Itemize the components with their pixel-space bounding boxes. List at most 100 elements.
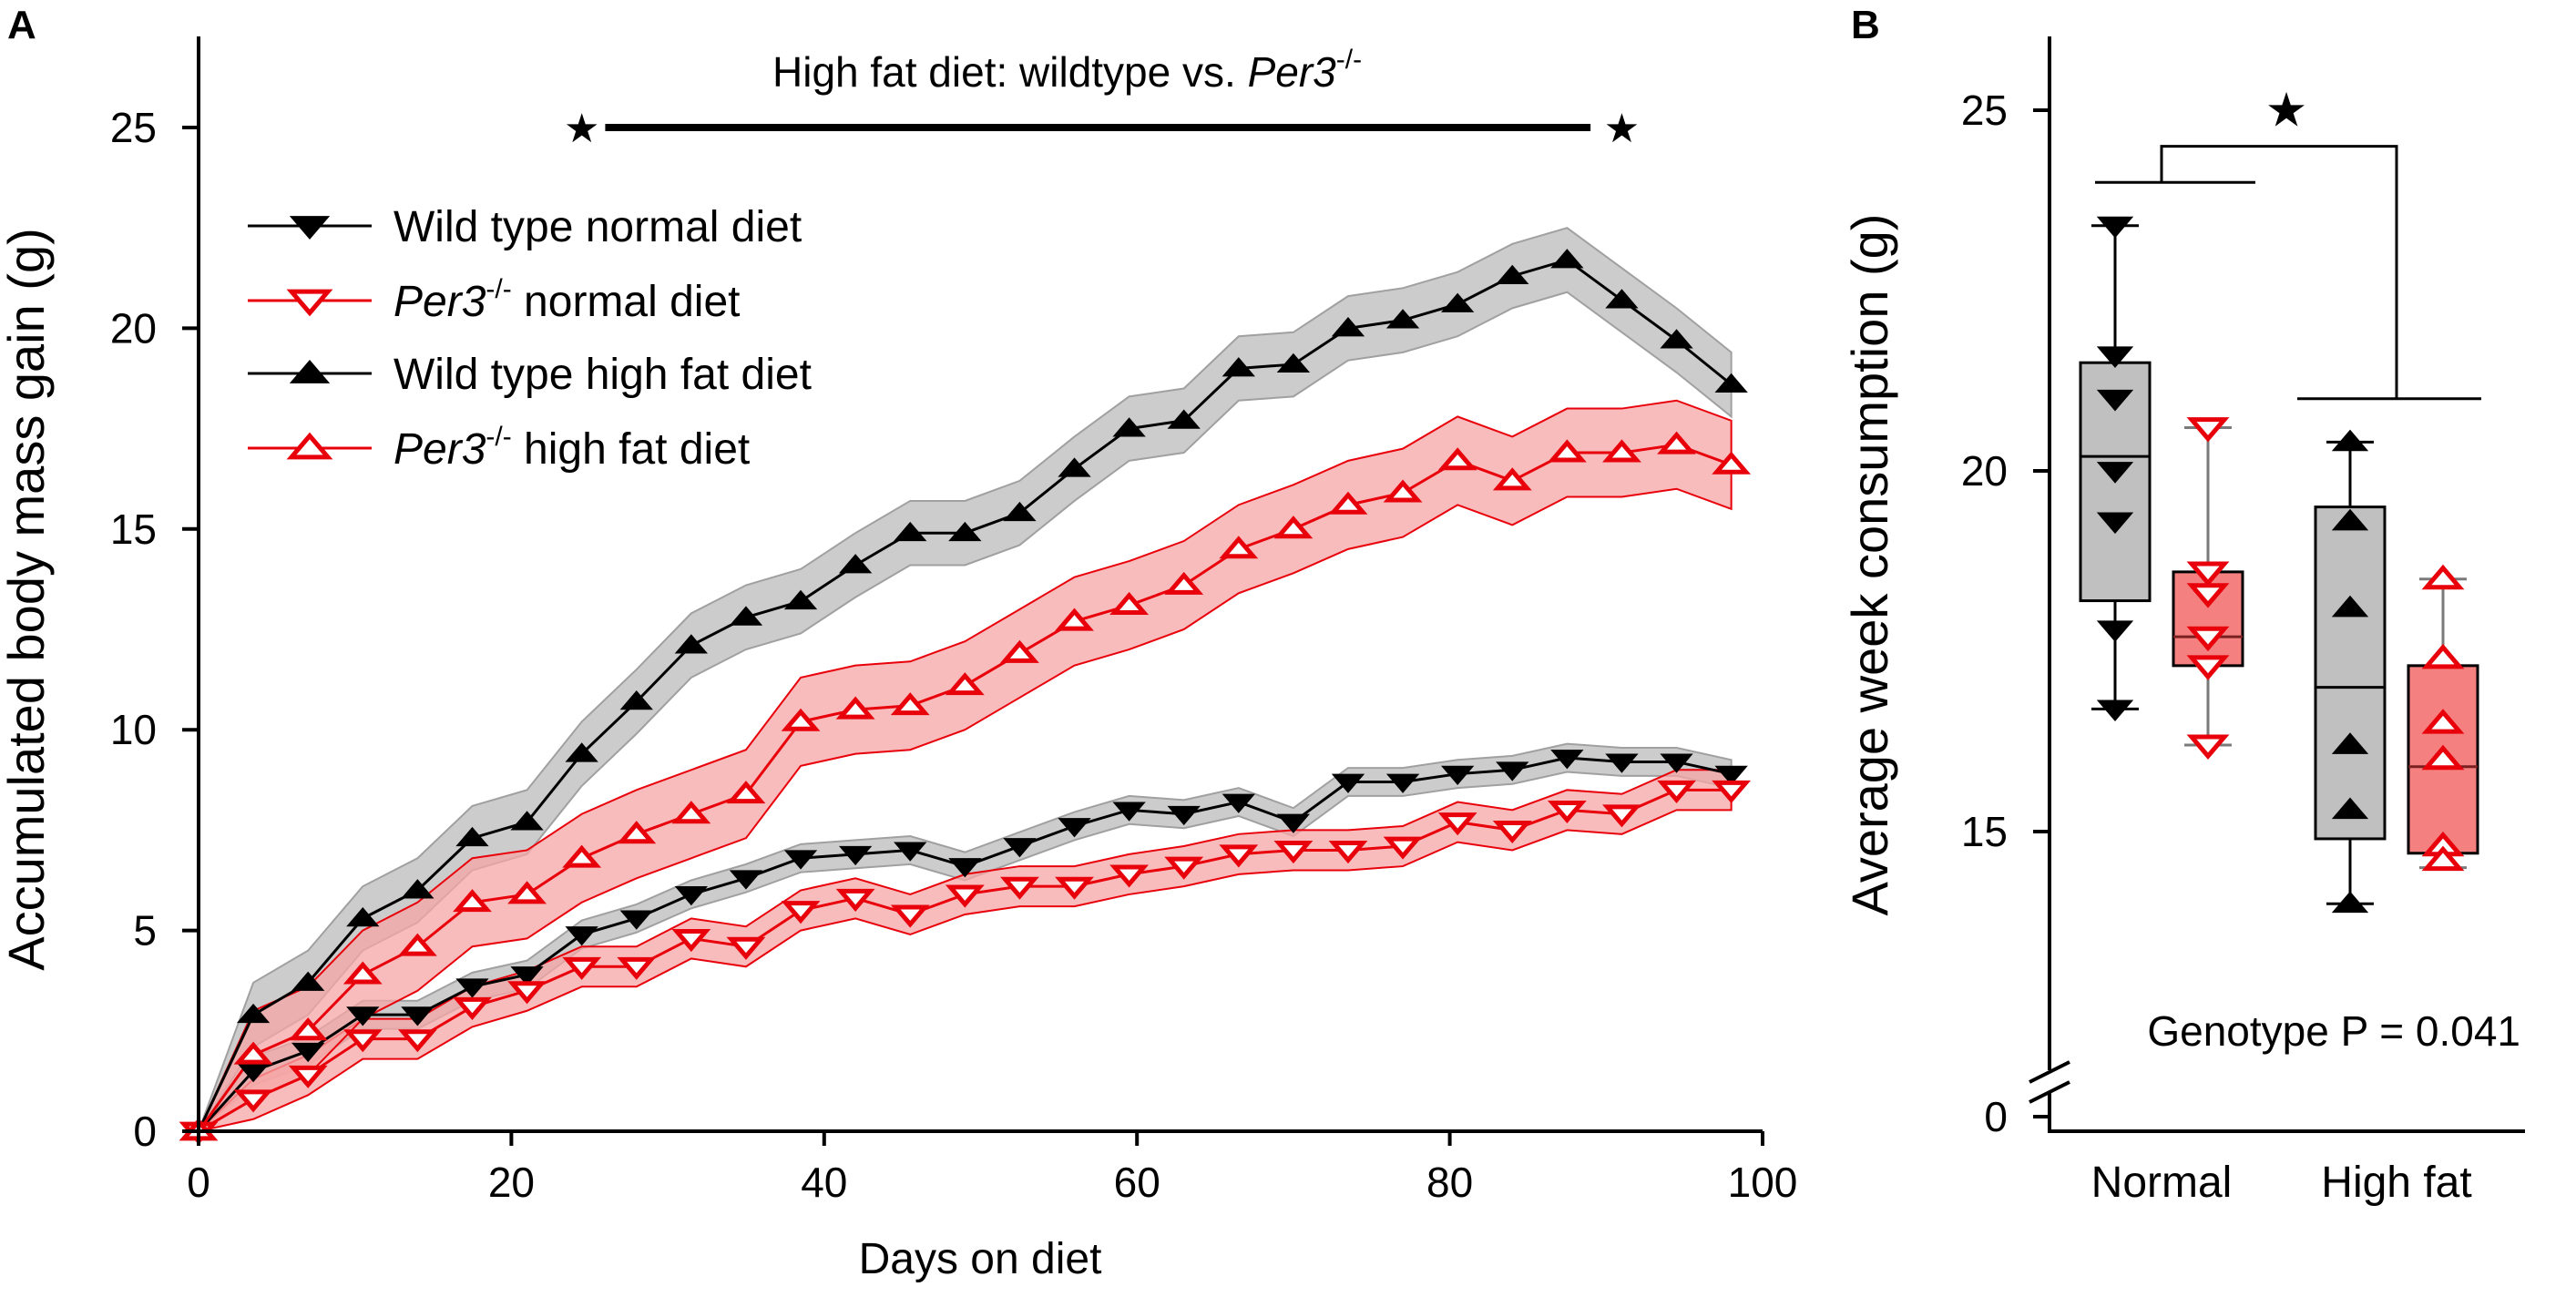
data-point-s4-7 — [562, 844, 602, 868]
data-point-s2-24 — [1492, 820, 1532, 844]
box-1 — [2079, 216, 2152, 722]
legend-marker-1 — [289, 216, 331, 240]
x-tick-label: 100 — [1728, 1159, 1798, 1206]
data-point-s3-26 — [1605, 289, 1639, 309]
data-point-s4-21 — [1328, 491, 1368, 515]
legend-marker-2 — [286, 289, 333, 317]
data-point-s2-1 — [233, 1089, 273, 1113]
box-point-3-0 — [2331, 429, 2369, 452]
data-point-s3-22 — [1385, 309, 1420, 329]
data-point-s1-28 — [1714, 765, 1748, 786]
data-point-s3-15 — [1003, 501, 1037, 522]
data-point-s1-12 — [838, 845, 873, 866]
data-point-s2-15 — [999, 876, 1039, 900]
panel-b-significance-star: ★ — [2265, 85, 2308, 138]
significance-text-genotype: Per3 — [1248, 48, 1337, 96]
data-point-s1-26 — [1605, 753, 1639, 773]
y-tick-label: 20 — [110, 304, 157, 352]
box-3 — [2314, 429, 2387, 914]
data-point-s2-14 — [945, 884, 985, 908]
axis-break-mark-upper — [2029, 1060, 2070, 1084]
box-point-3-1 — [2331, 508, 2369, 531]
x-tick-label: 80 — [1426, 1159, 1473, 1206]
data-point-s2-8 — [617, 956, 657, 980]
panel-b-label: B — [1851, 3, 1880, 47]
data-point-s2-5 — [453, 996, 492, 1020]
data-point-s3-8 — [619, 690, 653, 710]
data-point-s4-27 — [1657, 431, 1696, 454]
box-point-4-5 — [2421, 845, 2465, 872]
b-x-tick-label: High fat — [2321, 1159, 2471, 1207]
data-point-s1-5 — [455, 978, 489, 998]
box-2 — [2172, 417, 2244, 760]
data-point-s1-21 — [1331, 773, 1365, 793]
significance-text-main: High fat diet: wildtype vs. — [772, 48, 1248, 96]
data-point-s4-23 — [1437, 447, 1477, 471]
data-point-s1-6 — [510, 966, 544, 986]
data-point-s1-10 — [729, 870, 763, 890]
bracket-connector — [2160, 145, 2398, 399]
data-point-s2-25 — [1547, 800, 1587, 824]
box-point-2-3 — [2186, 626, 2230, 652]
data-point-s3-3 — [346, 907, 380, 927]
panel-a: A 0 20 40 60 80 100 0 5 10 15 20 25 Days on diet A… — [0, 3, 1797, 1283]
data-point-s3-20 — [1276, 352, 1311, 373]
b-y-tick-label: 15 — [1961, 808, 2008, 855]
data-point-s3-6 — [510, 811, 544, 831]
data-point-s3-12 — [838, 554, 873, 574]
data-point-s4-22 — [1383, 479, 1423, 503]
box-point-1-5 — [2096, 620, 2134, 642]
data-point-s3-7 — [565, 742, 598, 762]
b-y-tick-label: 25 — [1961, 87, 2008, 134]
data-point-s1-18 — [1167, 805, 1201, 826]
data-point-s2-10 — [726, 936, 766, 960]
box-point-1-2 — [2096, 389, 2134, 412]
box-point-4-0 — [2421, 564, 2465, 590]
data-point-s1-19 — [1222, 793, 1255, 813]
significance-star-left: ★ — [564, 107, 599, 151]
data-point-s3-19 — [1222, 357, 1255, 377]
b-x-tick-label: Normal — [2091, 1159, 2233, 1207]
box-point-4-3 — [2421, 744, 2465, 771]
panel-a-y-ticks: 0 5 10 15 20 25 — [110, 104, 199, 1155]
genotype-p-value: Genotype P = 0.041 — [2147, 1007, 2520, 1055]
box-4 — [2407, 564, 2479, 872]
data-point-s4-15 — [999, 639, 1039, 663]
data-point-s1-17 — [1112, 802, 1146, 822]
x-tick-label: 20 — [488, 1159, 535, 1206]
data-point-s4-10 — [726, 781, 766, 804]
box-body — [2314, 506, 2387, 841]
data-point-s4-6 — [507, 881, 547, 904]
data-point-s3-5 — [455, 826, 489, 847]
data-point-s4-24 — [1492, 467, 1532, 491]
data-point-s3-27 — [1660, 329, 1693, 349]
y-tick-label: 25 — [110, 104, 157, 151]
panel-b-boxes — [2079, 216, 2479, 914]
panel-a-axes — [197, 36, 1763, 1133]
box-point-3-4 — [2331, 797, 2369, 820]
data-point-s2-12 — [835, 888, 875, 912]
axis-break-mark-lower — [2029, 1080, 2070, 1104]
legend-genotype: Per3 — [394, 278, 486, 326]
data-point-s1-2 — [291, 1042, 325, 1063]
b-y-tick-label: 0 — [1984, 1093, 2008, 1140]
data-point-s1-22 — [1385, 773, 1420, 793]
legend-text: high fat diet — [512, 425, 751, 474]
data-point-s3-14 — [948, 521, 982, 542]
panel-a-y-axis-label: Accumulated body mass gain (g) — [0, 228, 55, 971]
legend-label-2: Per3-/- normal diet — [394, 274, 741, 326]
data-point-s2-16 — [1055, 876, 1094, 900]
data-point-s2-3 — [342, 1029, 383, 1053]
data-point-s3-9 — [674, 634, 709, 654]
box-point-1-6 — [2096, 700, 2134, 722]
data-point-s4-25 — [1547, 439, 1587, 463]
panel-b-y-axis-label: Average week consumption (g) — [1841, 214, 1898, 916]
data-point-s3-4 — [401, 879, 434, 899]
data-point-s1-23 — [1441, 765, 1475, 786]
data-point-s4-28 — [1712, 451, 1752, 475]
data-point-s1-7 — [565, 926, 598, 946]
legend-marker-4 — [286, 432, 333, 460]
legend-genotype: Per3 — [394, 425, 486, 474]
box-point-4-2 — [2421, 709, 2465, 734]
